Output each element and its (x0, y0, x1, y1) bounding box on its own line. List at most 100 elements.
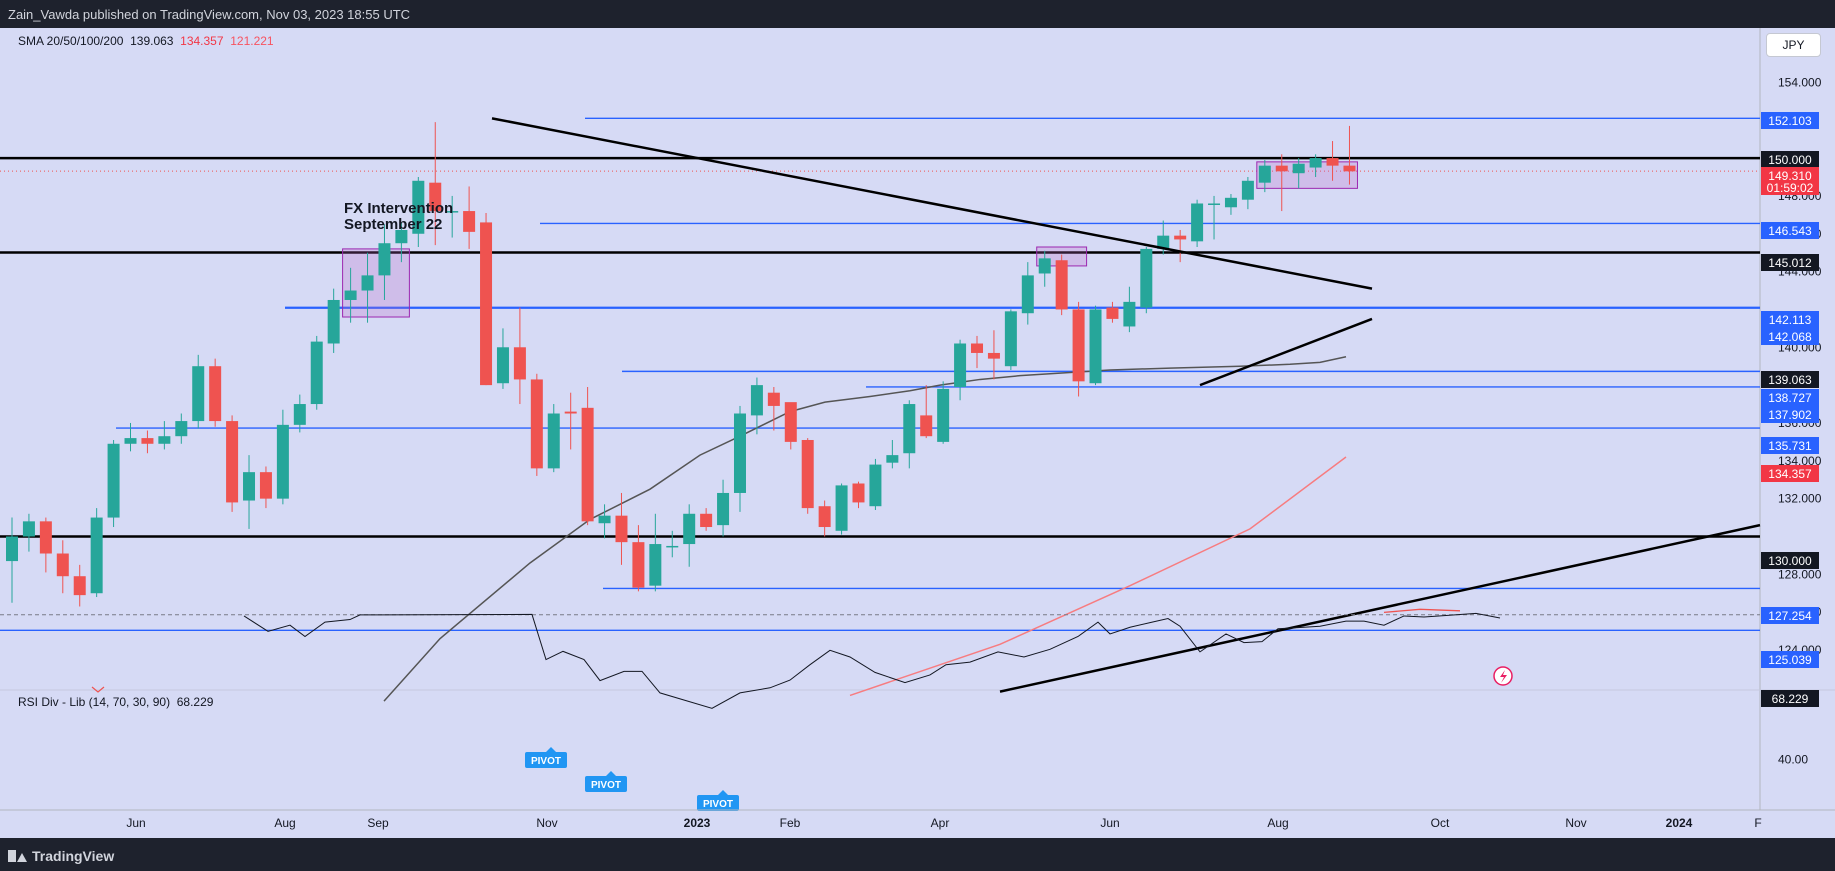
candle[interactable] (615, 492, 628, 565)
candle[interactable] (1021, 262, 1034, 325)
currency-button[interactable]: JPY (1766, 33, 1821, 57)
candle[interactable] (1072, 301, 1085, 397)
price-label[interactable]: 138.727 (1761, 389, 1819, 406)
candle[interactable] (259, 466, 272, 509)
candle[interactable] (124, 422, 137, 452)
candle[interactable] (1241, 177, 1254, 210)
candle[interactable] (598, 504, 611, 539)
candle[interactable] (1343, 125, 1356, 185)
price-label[interactable]: 150.000 (1761, 151, 1819, 168)
candle[interactable] (276, 409, 289, 505)
candle[interactable] (971, 335, 984, 369)
price-label[interactable]: 68.229 (1761, 690, 1819, 707)
trendline[interactable] (1199, 317, 1373, 387)
candle[interactable] (767, 387, 780, 431)
candle[interactable] (1174, 229, 1187, 263)
price-label[interactable]: 145.012 (1761, 254, 1819, 271)
candle[interactable] (56, 540, 69, 594)
candle[interactable] (1275, 154, 1288, 212)
rsi-legend[interactable]: RSI Div - Lib (14, 70, 30, 90) 68.229 (18, 695, 213, 709)
price-label[interactable]: 127.254 (1761, 607, 1819, 624)
candle[interactable] (666, 530, 679, 558)
candle[interactable] (90, 508, 103, 598)
candle[interactable] (412, 177, 425, 248)
candle[interactable] (683, 504, 696, 567)
candle[interactable] (39, 517, 52, 573)
candle[interactable] (209, 358, 222, 427)
candle[interactable] (818, 500, 831, 537)
price-label[interactable]: 125.039 (1761, 651, 1819, 668)
candle[interactable] (733, 405, 746, 512)
candle[interactable] (310, 335, 323, 410)
sma-legend[interactable]: SMA 20/50/100/200 139.063 134.357 121.22… (18, 34, 274, 48)
candle[interactable] (496, 328, 509, 389)
candle[interactable] (937, 381, 950, 444)
candle[interactable] (395, 222, 408, 263)
candle[interactable] (243, 455, 256, 529)
candle[interactable] (1292, 158, 1305, 189)
pivot-badge[interactable]: PIVOT (585, 771, 627, 792)
candle[interactable] (463, 186, 476, 249)
candle[interactable] (107, 439, 120, 528)
candle[interactable] (6, 517, 18, 603)
candle[interactable] (564, 392, 577, 450)
price-label[interactable]: 130.000 (1761, 552, 1819, 569)
candle[interactable] (954, 339, 967, 401)
candle[interactable] (547, 404, 560, 473)
lightning-icon[interactable] (1493, 666, 1513, 686)
pivot-badge[interactable]: PIVOT (525, 747, 567, 768)
candle[interactable] (1258, 159, 1271, 193)
candle[interactable] (750, 377, 763, 435)
candle[interactable] (530, 373, 543, 476)
candle[interactable] (1038, 250, 1051, 287)
price-label[interactable]: 01:59:02 (1761, 181, 1819, 195)
candle[interactable] (480, 212, 493, 386)
candle[interactable] (1106, 301, 1119, 323)
candle[interactable] (327, 288, 340, 353)
candle[interactable] (987, 330, 1000, 380)
price-label[interactable]: 137.902 (1761, 406, 1819, 423)
candle[interactable] (886, 439, 899, 469)
candle[interactable] (73, 564, 86, 607)
candle[interactable] (22, 513, 35, 552)
candle[interactable] (192, 354, 205, 429)
candle[interactable] (1208, 195, 1221, 240)
candle[interactable] (344, 267, 357, 323)
candle[interactable] (581, 387, 594, 526)
sma-line-gray[interactable] (383, 356, 1347, 702)
candle[interactable] (361, 252, 374, 323)
candle[interactable] (700, 508, 713, 531)
trendline[interactable] (491, 117, 1373, 290)
candle[interactable] (1191, 199, 1204, 248)
candle[interactable] (1004, 309, 1017, 370)
candle[interactable] (801, 438, 814, 514)
candle[interactable] (903, 400, 916, 469)
candle[interactable] (1089, 305, 1102, 386)
candle[interactable] (920, 385, 933, 439)
tradingview-logo[interactable]: TradingView (8, 848, 114, 864)
price-label[interactable]: 149.310 (1761, 167, 1819, 184)
candle[interactable] (293, 394, 306, 433)
candle[interactable] (429, 122, 442, 246)
candle[interactable] (378, 224, 391, 300)
candle[interactable] (1140, 247, 1153, 314)
candle[interactable] (175, 413, 188, 444)
price-label[interactable]: 146.543 (1761, 222, 1819, 239)
candle[interactable] (141, 430, 154, 454)
candle[interactable] (632, 525, 645, 592)
candle[interactable] (513, 307, 526, 405)
candle[interactable] (649, 513, 662, 592)
price-label[interactable]: 134.357 (1761, 465, 1819, 482)
candle[interactable] (1309, 154, 1322, 177)
rsi-line[interactable] (243, 612, 1501, 709)
candle[interactable] (1326, 141, 1339, 181)
price-label[interactable]: 135.731 (1761, 437, 1819, 454)
pivot-badge[interactable]: PIVOT (697, 790, 739, 811)
candle[interactable] (1224, 194, 1237, 215)
price-label[interactable]: 139.063 (1761, 371, 1819, 388)
sma-line-red[interactable] (849, 456, 1347, 697)
price-label[interactable]: 142.113 (1761, 311, 1819, 328)
trendline[interactable] (999, 523, 1761, 693)
candle[interactable] (226, 415, 239, 512)
